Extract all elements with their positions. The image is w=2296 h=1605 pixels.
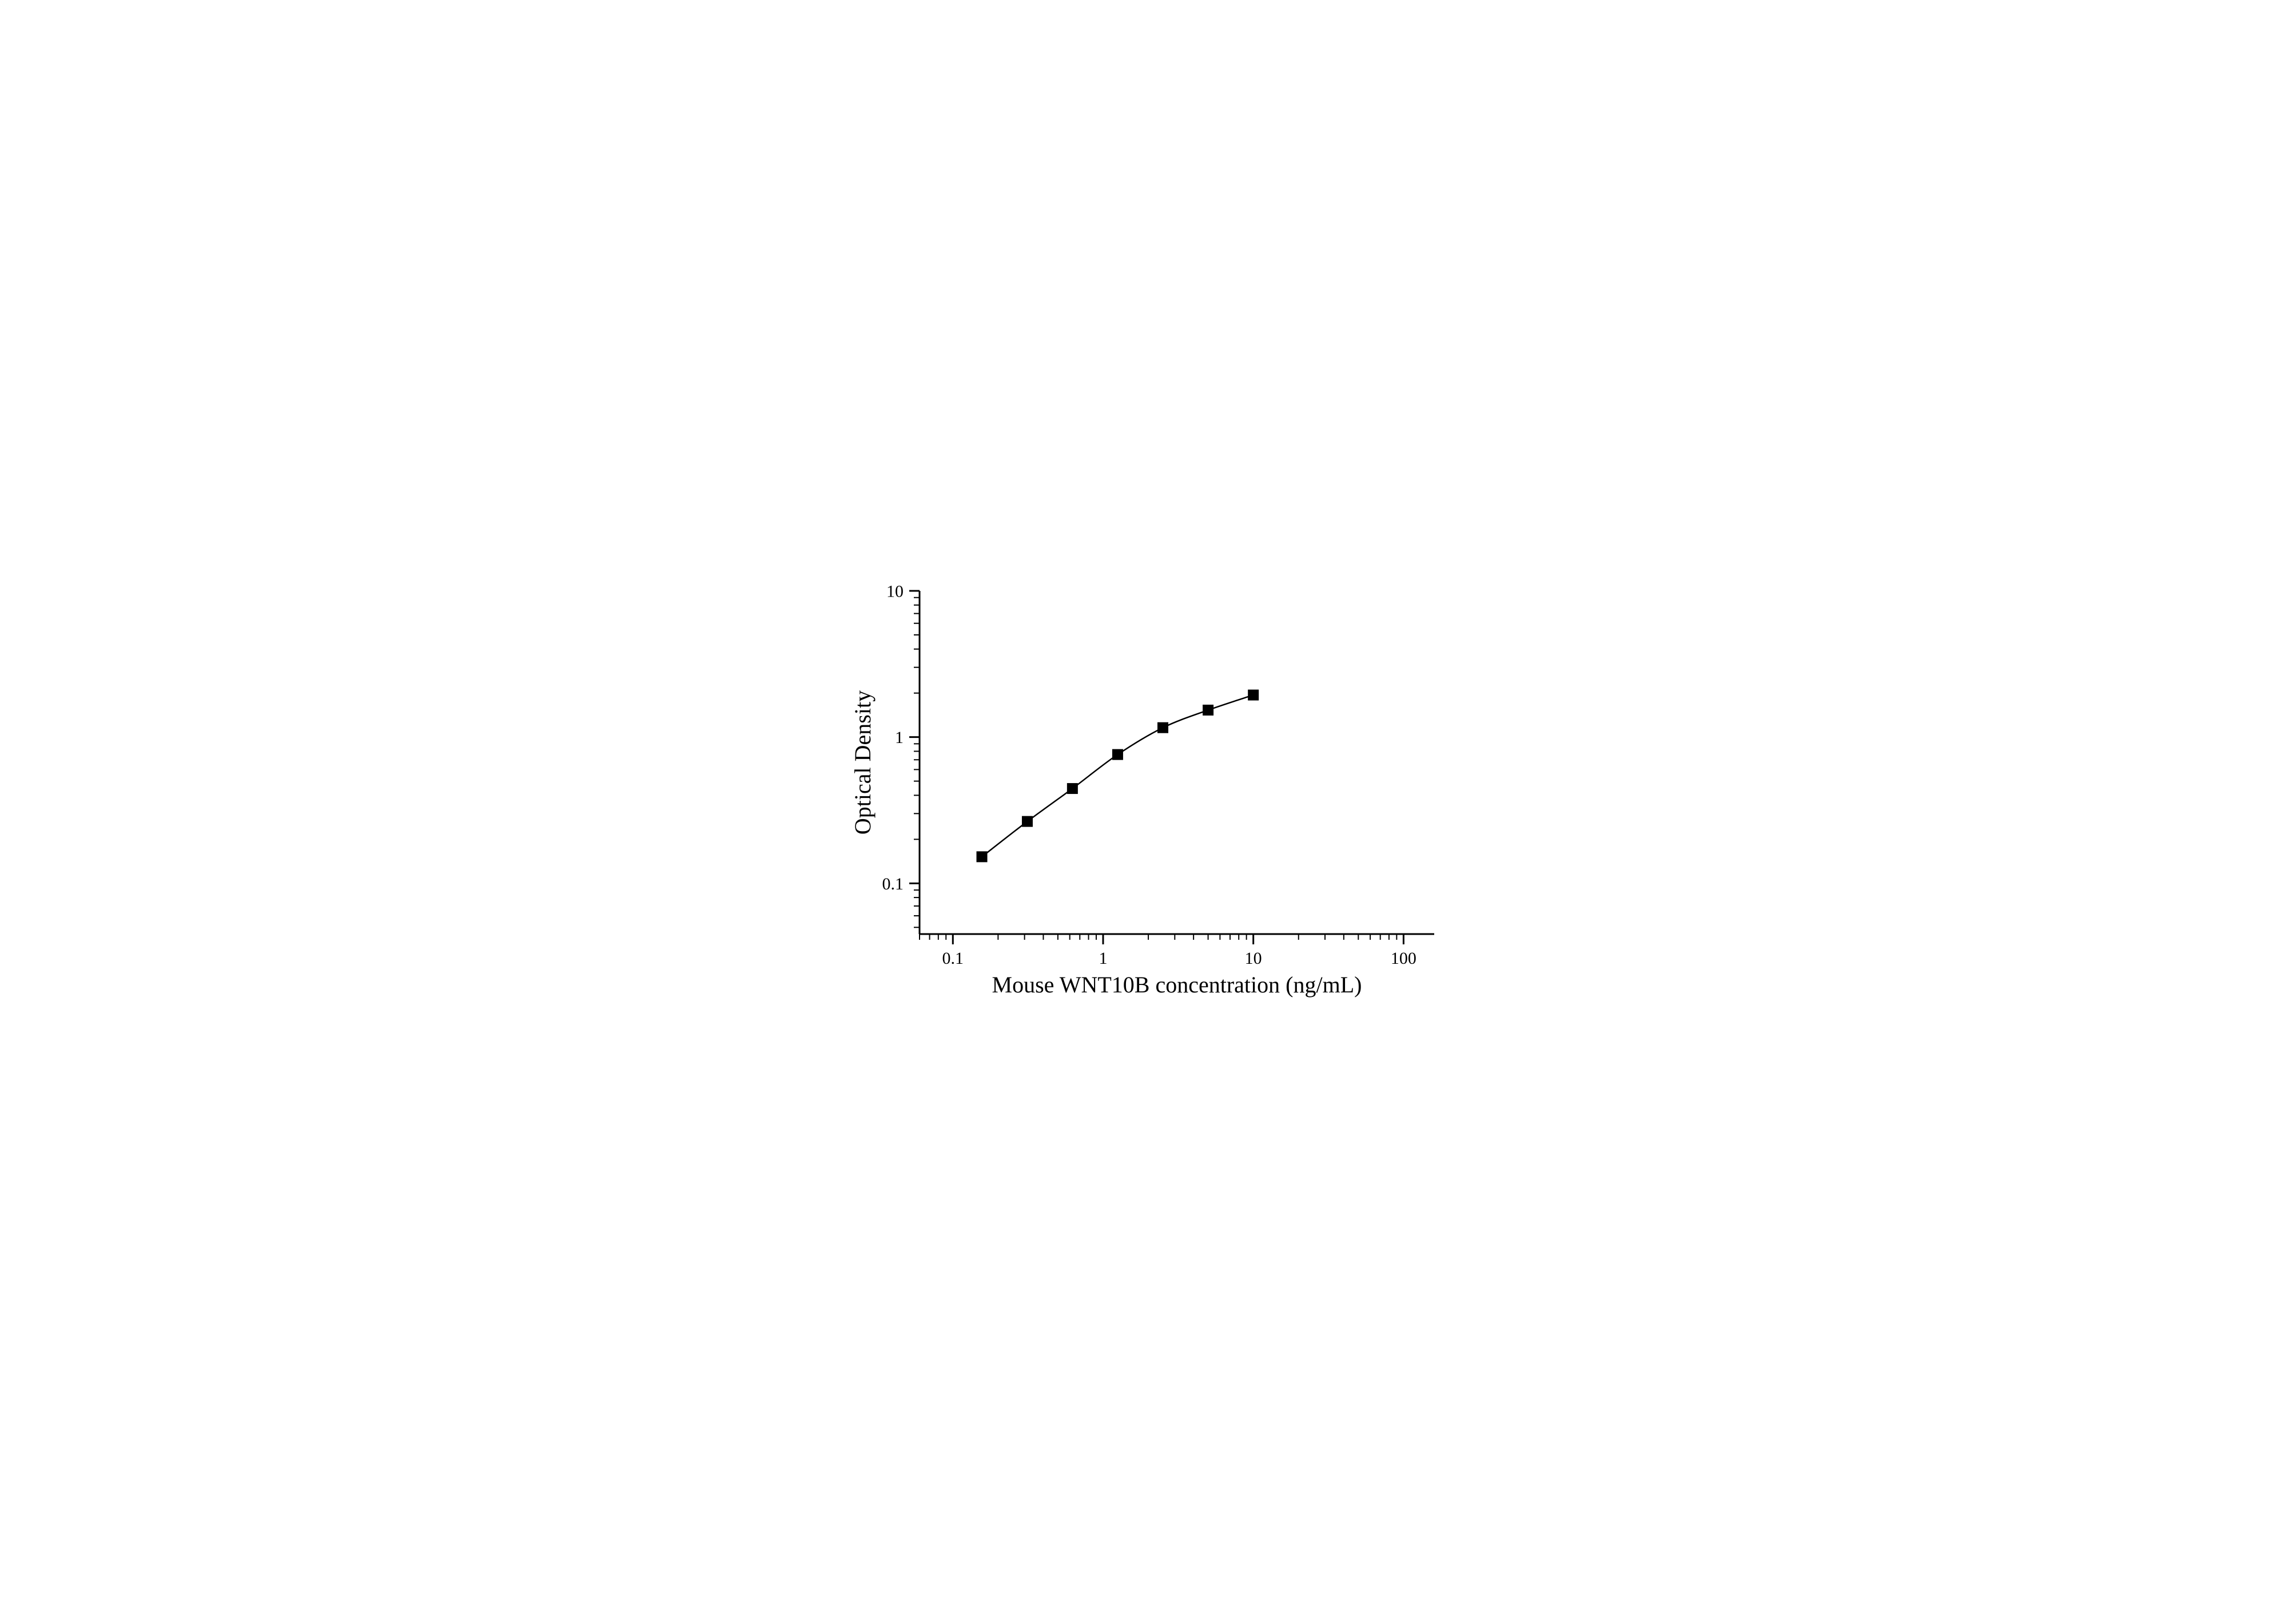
x-tick-label: 100 bbox=[1390, 949, 1416, 968]
data-marker bbox=[1157, 722, 1168, 733]
y-tick-label: 10 bbox=[886, 582, 904, 601]
chart-container: 0.1 1 10 100 0.1 1 10 Mouse WNT10B concentratio… bbox=[782, 545, 1514, 1060]
data-curve bbox=[982, 695, 1254, 857]
data-marker bbox=[1112, 749, 1123, 760]
x-axis-title: Mouse WNT10B concentration (ng/mL) bbox=[992, 972, 1362, 998]
data-marker bbox=[1022, 816, 1032, 827]
x-tick-label: 0.1 bbox=[942, 949, 964, 968]
data-marker bbox=[1248, 690, 1258, 700]
data-marker bbox=[1067, 784, 1077, 794]
data-marker bbox=[1203, 705, 1213, 715]
data-marker bbox=[977, 852, 987, 862]
x-tick-label: 10 bbox=[1244, 949, 1262, 968]
chart-svg: 0.1 1 10 100 0.1 1 10 Mouse WNT10B concentratio… bbox=[782, 545, 1514, 1060]
y-tick-label: 1 bbox=[895, 728, 904, 747]
y-tick-label: 0.1 bbox=[882, 875, 904, 893]
x-tick-label: 1 bbox=[1099, 949, 1107, 968]
y-axis-title: Optical Density bbox=[850, 690, 876, 835]
